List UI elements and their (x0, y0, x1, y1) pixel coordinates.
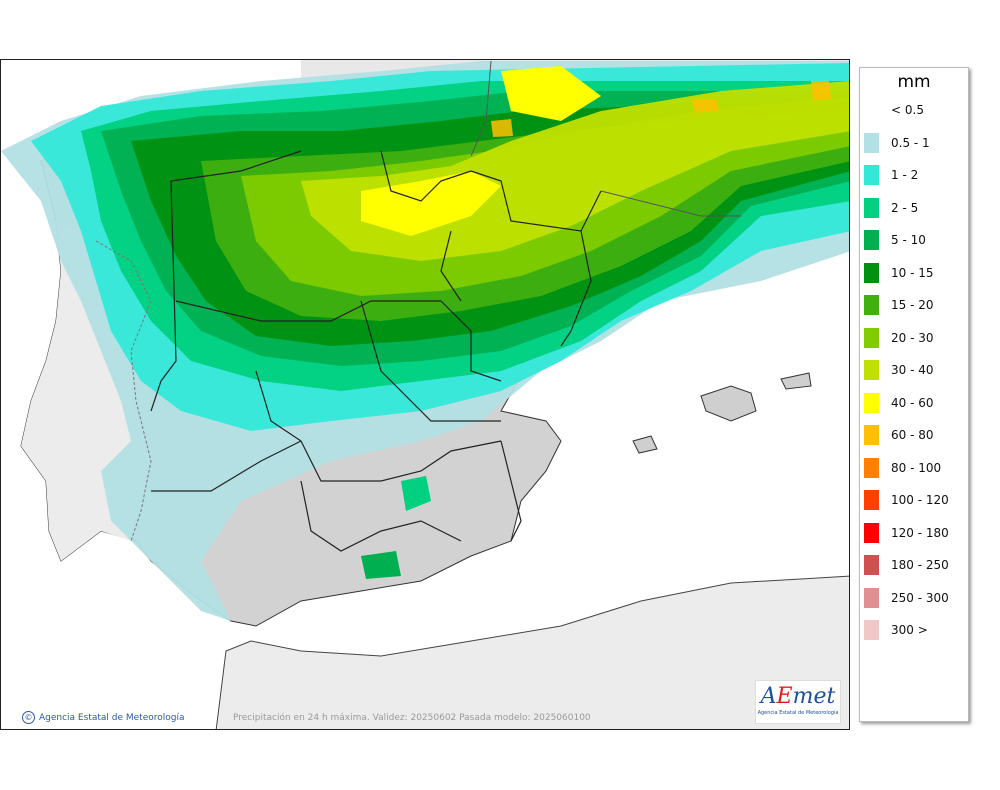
legend-item: 40 - 60 (864, 392, 934, 413)
legend-item: 1 - 2 (864, 165, 918, 185)
agency-credit-text: Agencia Estatal de Meteorología (39, 712, 185, 723)
legend-item: 0.5 - 1 (864, 132, 930, 153)
portugal-border (95, 240, 152, 542)
legend-label: 5 - 10 (891, 233, 926, 247)
region-borders (150, 150, 602, 552)
precipitation-legend: mm < 0.5 0.5 - 1 1 - 2 2 - 5 5 - 10 10 - 15 15… (859, 67, 969, 722)
legend-swatch (864, 392, 879, 413)
legend-swatch (864, 132, 879, 153)
legend-item: 100 - 120 (864, 490, 949, 510)
legend-swatch (864, 555, 879, 575)
precip-60-80-c (491, 119, 513, 137)
legend-item: 30 - 40 (864, 360, 934, 380)
legend-label: 80 - 100 (891, 460, 942, 475)
aemet-logo-word: AEmet (760, 684, 836, 709)
agency-credit: © Agencia Estatal de Meteorología (22, 711, 185, 724)
legend-swatch (864, 230, 879, 250)
legend-label: 2 - 5 (891, 200, 919, 215)
copyright-icon: © (22, 711, 35, 724)
legend-swatch (864, 197, 879, 218)
legend-swatch (864, 165, 879, 185)
legend-label: 40 - 60 (891, 395, 934, 410)
legend-item: 80 - 100 (864, 457, 942, 478)
mallorca (700, 385, 757, 422)
map-canvas (1, 60, 849, 729)
legend-swatch (864, 522, 879, 543)
legend-item: 2 - 5 (864, 197, 919, 218)
legend-swatch (864, 295, 879, 315)
legend-swatch (864, 360, 879, 380)
legend-swatch (864, 620, 879, 640)
legend-swatch (864, 262, 879, 283)
legend-item: < 0.5 (864, 100, 924, 120)
legend-item: 10 - 15 (864, 262, 934, 283)
precipitation-map (0, 59, 850, 730)
legend-label: 1 - 2 (891, 168, 919, 182)
legend-label: 0.5 - 1 (891, 135, 930, 150)
legend-label: 250 - 300 (891, 590, 949, 605)
legend-label: 120 - 180 (891, 525, 949, 540)
legend-label: 10 - 15 (891, 265, 934, 280)
menorca (780, 372, 812, 390)
aemet-logo: AEmet Agencia Estatal de Meteorología (755, 680, 841, 724)
africa-land (215, 575, 849, 729)
legend-item: 300 > (864, 620, 928, 640)
legend-label: < 0.5 (891, 103, 924, 117)
precip-40-60 (361, 171, 501, 236)
legend-unit: mm (897, 72, 931, 92)
legend-label: 30 - 40 (891, 363, 934, 377)
aemet-logo-subtitle: Agencia Estatal de Meteorología (757, 710, 839, 716)
legend-swatch (864, 100, 879, 120)
legend-label: 300 > (891, 623, 928, 637)
legend-item: 180 - 250 (864, 555, 949, 575)
map-caption: Precipitación en 24 h máxima. Validez: 2… (233, 713, 591, 723)
precip-40-60-b (501, 66, 601, 121)
precip-60-80 (691, 99, 719, 113)
legend-label: 60 - 80 (891, 428, 934, 442)
legend-swatch (864, 327, 879, 348)
precip-south-patch-1 (401, 476, 431, 511)
france-border (470, 60, 741, 217)
legend-item: 250 - 300 (864, 587, 949, 608)
precip-60-80-b (811, 81, 831, 101)
ibiza (632, 435, 658, 454)
legend-swatch (864, 425, 879, 445)
legend-label: 20 - 30 (891, 330, 934, 345)
legend-item: 15 - 20 (864, 295, 934, 315)
legend-swatch (864, 457, 879, 478)
legend-swatch (864, 587, 879, 608)
legend-item: 5 - 10 (864, 230, 926, 250)
legend-item: 60 - 80 (864, 425, 934, 445)
legend-label: 100 - 120 (891, 493, 949, 507)
legend-label: 180 - 250 (891, 558, 949, 572)
legend-swatch (864, 490, 879, 510)
legend-item: 20 - 30 (864, 327, 934, 348)
precip-south-patch-2 (361, 551, 401, 579)
legend-item: 120 - 180 (864, 522, 949, 543)
legend-label: 15 - 20 (891, 298, 934, 312)
